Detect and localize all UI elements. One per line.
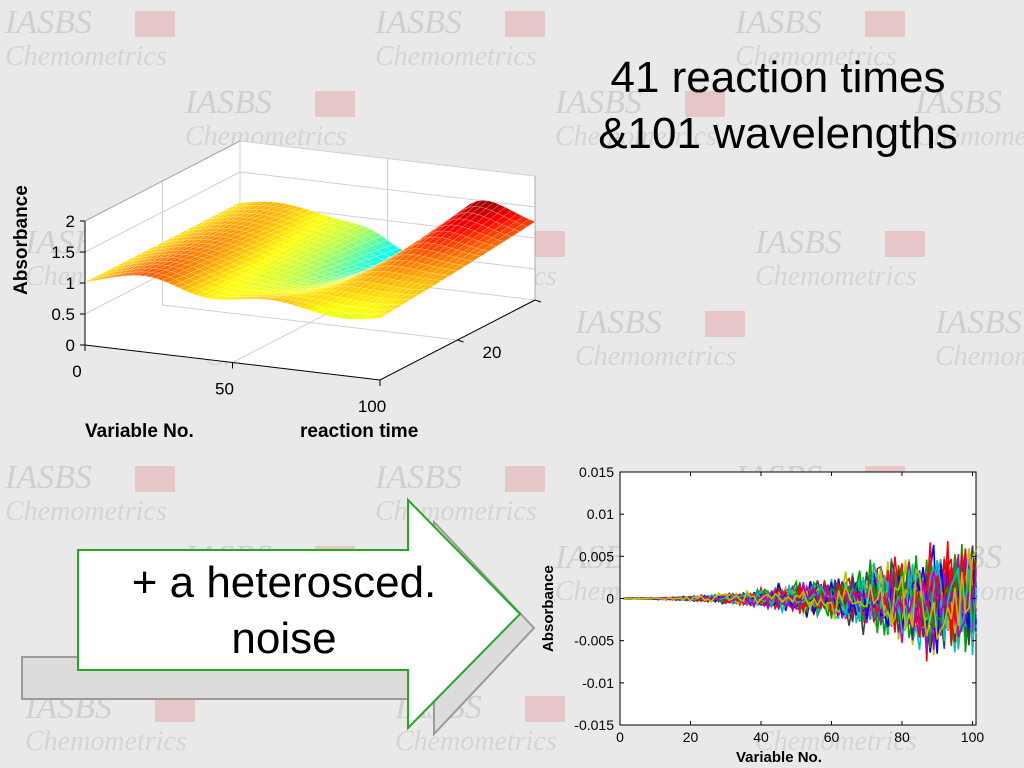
slide-title: 41 reaction times &101 wavelengths [548,50,1008,162]
noise-x-tick-label: 100 [961,729,985,745]
noise-y-tick-label: -0.015 [574,717,614,733]
arrow-label: + a heterosced. noise [78,555,490,667]
surface-x-tick-label: 100 [358,397,386,416]
title-line-2: &101 wavelengths [598,109,958,158]
watermark-subtext: Chemometrics [395,726,557,757]
noise-ylabel: Absorbance [540,565,557,652]
surface-z-tick-label: 0 [66,336,75,355]
watermark-logo: IASBS [4,4,92,41]
surface-y-tick-label: 20 [483,343,502,362]
noise-ticks: 0 20 40 60 80 100 0.015 0.01 0.005 0 -0.005 -0.01 -0… [574,464,984,745]
surface-z-tick-label: 1 [66,274,75,293]
noise-y-tick-label: 0.015 [579,464,614,480]
watermark-subtext: Chemometrics [375,496,537,527]
watermark-flag-icon [705,311,745,337]
callout-arrow [21,497,536,737]
noise-xlabel: Variable No. [736,749,822,766]
watermark-logo: IASBS [554,84,642,121]
noise-x-tick-label: 40 [753,729,769,745]
surface-x-tick-label: 0 [72,362,81,381]
noise-x-tick-label: 0 [616,729,624,745]
watermark-subtext: Chemometrics [755,726,917,757]
watermark-flag-icon [885,231,925,257]
watermark-logo: IASBS [754,224,842,261]
surface-z-tick-label: 2 [66,212,75,231]
watermark-flag-icon [135,11,175,37]
watermark-logo: IASBS [374,4,462,41]
watermark-logo: IASBS [4,459,92,496]
watermark-subtext: Chemometrics [5,496,167,527]
noise-x-tick-label: 80 [894,729,910,745]
noise-y-tick-label: 0.01 [587,506,614,522]
noise-chart: 0 20 40 60 80 100 0.015 0.01 0.005 0 -0.005 -0.01 -0… [540,464,984,766]
watermark-logo: IASBS [734,4,822,41]
watermark-subtext: Chemometrics [935,341,1024,372]
watermark-flag-icon [525,696,565,722]
surface-ylabel: reaction time [300,421,418,442]
noise-series-line [623,550,977,640]
arrow-shape [77,497,522,731]
watermark-flag-icon [135,466,175,492]
watermark-logo: IASBS [574,304,662,341]
watermark-subtext: Chemometrics [755,261,917,292]
watermark-subtext: Chemometrics [735,41,897,72]
arrow-line-2: noise [231,614,337,663]
surface-patch [374,313,388,319]
surface-z-tick-label: 0.5 [51,305,75,324]
surface-ticks: 00.511.520501002040 [51,212,542,416]
arrow-line-1: + a heterosced. [131,558,437,607]
watermark-flag-icon [865,11,905,37]
watermark-flag-icon [685,91,725,117]
watermark-subtext: Chemometrics [915,121,1024,152]
watermark-logo: IASBS [184,84,272,121]
watermark-flag-icon [505,466,545,492]
noise-series [623,541,977,662]
noise-x-tick-label: 20 [683,729,699,745]
noise-y-tick-label: 0 [606,591,614,607]
watermark-flag-icon [505,11,545,37]
watermark-logo: IASBS [934,304,1022,341]
surface-z-tick-label: 1.5 [51,243,75,262]
noise-y-tick-label: 0.005 [579,548,614,564]
watermark-flag-icon [315,91,355,117]
title-line-1: 41 reaction times [610,53,946,102]
surface-chart: 00.511.520501002040 Variable No. reactio… [11,140,542,442]
surface-mesh [84,200,536,320]
noise-x-tick-label: 60 [824,729,840,745]
watermark-subtext: Chemometrics [575,341,737,372]
surface-x-tick-label: 50 [215,380,234,399]
watermark-subtext: Chemometrics [555,121,717,152]
noise-y-tick-label: -0.01 [582,675,614,691]
noise-y-tick-label: -0.005 [574,633,614,649]
surface-xlabel: Variable No. [85,421,194,442]
watermark-logo: IASBS [374,459,462,496]
watermark-subtext: Chemometrics [5,41,167,72]
surface-zlabel: Absorbance [11,185,32,295]
watermark-subtext: Chemometrics [375,41,537,72]
watermark-subtext: Chemometrics [25,726,187,757]
watermark-flag-icon [155,696,195,722]
watermark-logo: IASBS [914,84,1002,121]
